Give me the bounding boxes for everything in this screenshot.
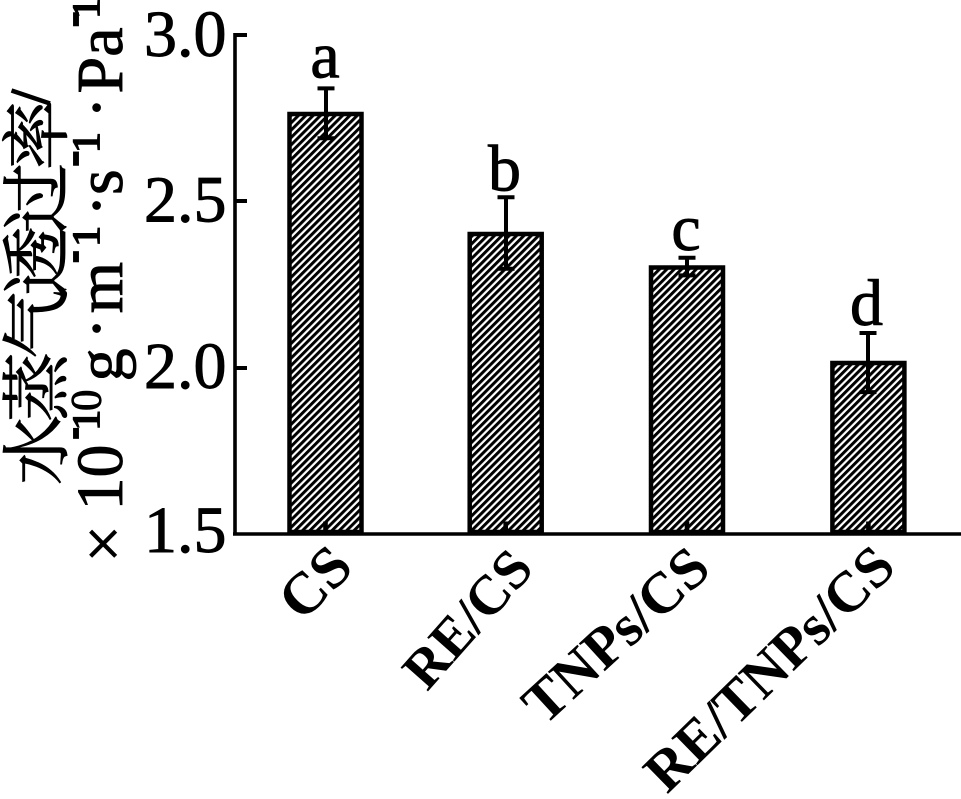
svg-text:b: b: [488, 133, 521, 206]
svg-text:×: ×: [67, 525, 140, 562]
svg-text:2.0: 2.0: [144, 330, 227, 403]
svg-text:Pa: Pa: [64, 28, 137, 94]
svg-text:s: s: [64, 169, 137, 195]
svg-text:3.0: 3.0: [144, 0, 227, 71]
svg-text:¹: ¹: [59, 132, 132, 152]
svg-text:2.5: 2.5: [144, 164, 227, 237]
svg-text:·: ·: [61, 318, 134, 340]
svg-text:¹: ¹: [59, 226, 132, 246]
svg-text:¹: ¹: [59, 410, 132, 430]
svg-text:¹: ¹: [59, 0, 132, 18]
svg-text:g: g: [64, 349, 137, 382]
svg-text:·: ·: [61, 195, 134, 217]
svg-text:10: 10: [64, 445, 137, 511]
svg-text:0: 0: [64, 390, 111, 412]
svg-text:d: d: [850, 267, 883, 340]
svg-text:1.5: 1.5: [144, 494, 227, 567]
svg-text:m: m: [64, 262, 137, 313]
svg-text:c: c: [671, 192, 700, 265]
svg-text:a: a: [310, 20, 339, 93]
svg-text:·: ·: [61, 97, 134, 119]
